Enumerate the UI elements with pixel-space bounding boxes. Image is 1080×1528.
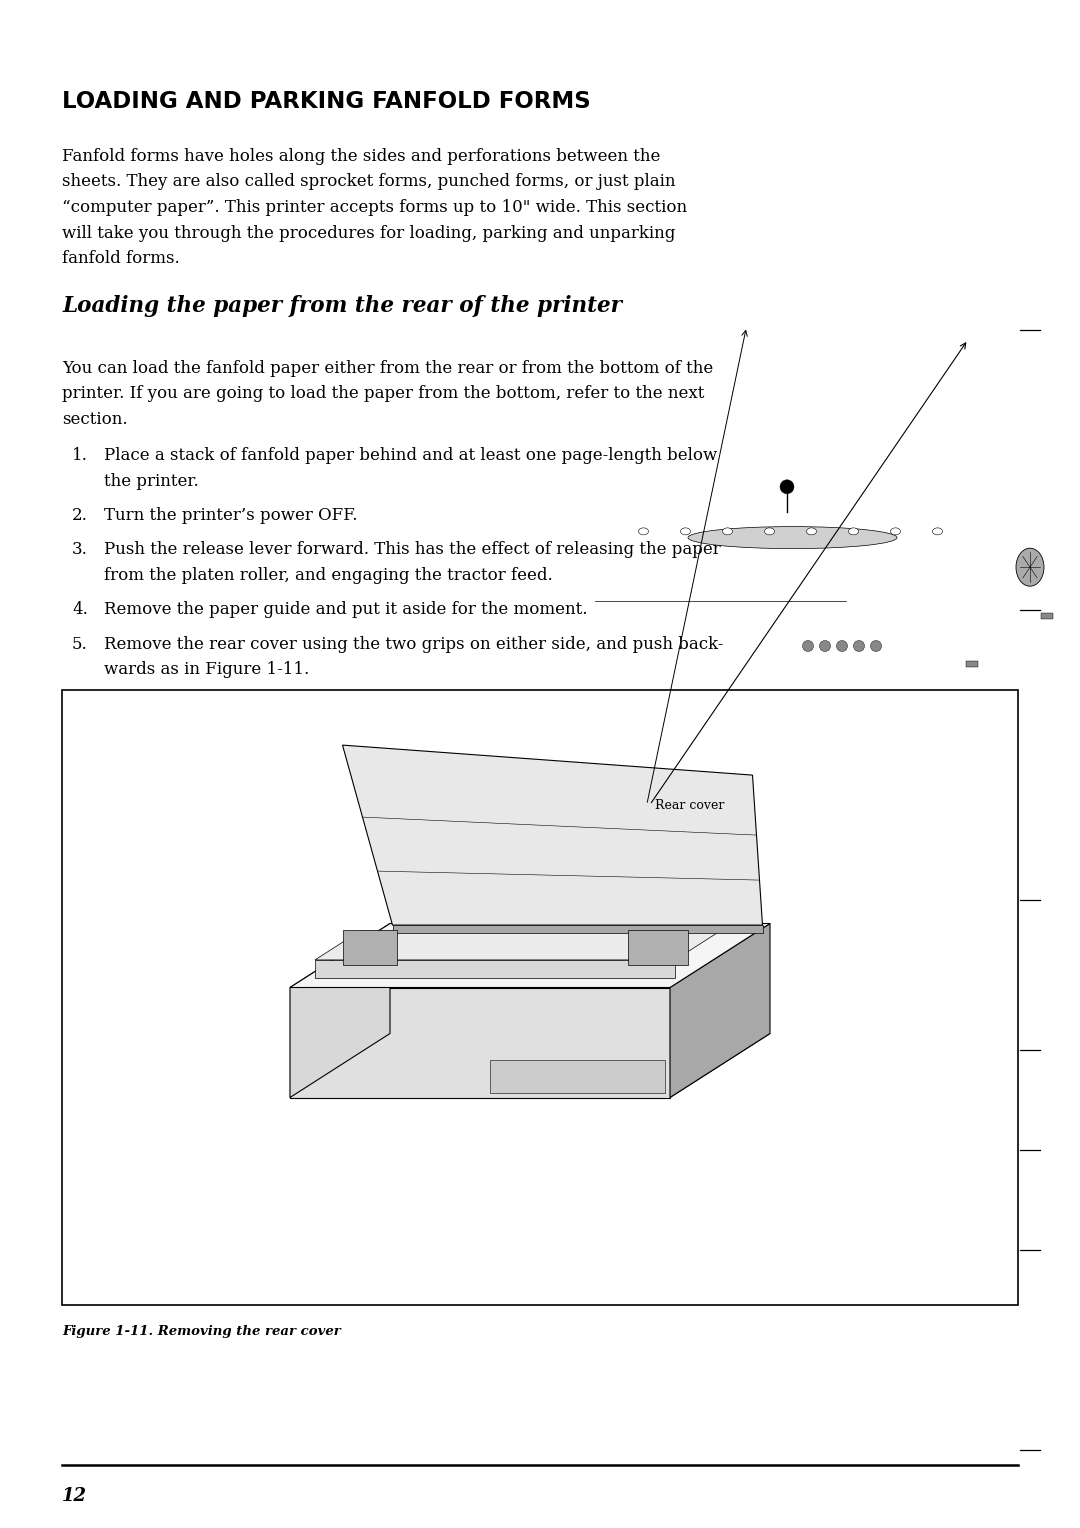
Circle shape bbox=[780, 480, 794, 494]
Text: Loading the paper from the rear of the printer: Loading the paper from the rear of the p… bbox=[62, 295, 622, 316]
Ellipse shape bbox=[1016, 549, 1044, 587]
Circle shape bbox=[802, 640, 813, 651]
Text: 4.: 4. bbox=[72, 602, 87, 619]
Text: Rear cover: Rear cover bbox=[654, 799, 724, 811]
Text: 5.: 5. bbox=[72, 636, 87, 652]
Ellipse shape bbox=[849, 527, 859, 535]
Ellipse shape bbox=[723, 527, 732, 535]
Text: from the platen roller, and engaging the tractor feed.: from the platen roller, and engaging the… bbox=[104, 567, 553, 584]
Text: printer. If you are going to load the paper from the bottom, refer to the next: printer. If you are going to load the pa… bbox=[62, 385, 704, 402]
Bar bbox=[966, 660, 978, 666]
Polygon shape bbox=[291, 987, 670, 1097]
Text: Fanfold forms have holes along the sides and perforations between the: Fanfold forms have holes along the sides… bbox=[62, 148, 660, 165]
Text: will take you through the procedures for loading, parking and unparking: will take you through the procedures for… bbox=[62, 225, 675, 241]
Polygon shape bbox=[315, 931, 720, 960]
Ellipse shape bbox=[688, 527, 897, 549]
Text: Figure 1-11. Removing the rear cover: Figure 1-11. Removing the rear cover bbox=[62, 1325, 341, 1339]
Ellipse shape bbox=[765, 527, 774, 535]
Text: LOADING AND PARKING FANFOLD FORMS: LOADING AND PARKING FANFOLD FORMS bbox=[62, 90, 591, 113]
Circle shape bbox=[870, 640, 881, 651]
Text: 12: 12 bbox=[62, 1487, 87, 1505]
Text: Turn the printer’s power OFF.: Turn the printer’s power OFF. bbox=[104, 507, 357, 524]
Polygon shape bbox=[291, 1033, 770, 1097]
Text: wards as in Figure 1-11.: wards as in Figure 1-11. bbox=[104, 662, 309, 678]
Text: Remove the rear cover using the two grips on either side, and push back-: Remove the rear cover using the two grip… bbox=[104, 636, 724, 652]
Polygon shape bbox=[392, 924, 762, 934]
Text: 2.: 2. bbox=[72, 507, 87, 524]
Text: the printer.: the printer. bbox=[104, 472, 199, 489]
Text: “computer paper”. This printer accepts forms up to 10" wide. This section: “computer paper”. This printer accepts f… bbox=[62, 199, 687, 215]
Text: Place a stack of fanfold paper behind and at least one page-length below: Place a stack of fanfold paper behind an… bbox=[104, 448, 717, 465]
Polygon shape bbox=[627, 929, 688, 964]
Circle shape bbox=[837, 640, 848, 651]
Text: 3.: 3. bbox=[72, 541, 87, 559]
Text: 1.: 1. bbox=[72, 448, 87, 465]
Circle shape bbox=[853, 640, 864, 651]
Text: You can load the fanfold paper either from the rear or from the bottom of the: You can load the fanfold paper either fr… bbox=[62, 361, 713, 377]
Ellipse shape bbox=[680, 527, 690, 535]
Ellipse shape bbox=[891, 527, 901, 535]
Text: Push the release lever forward. This has the effect of releasing the paper: Push the release lever forward. This has… bbox=[104, 541, 720, 559]
Polygon shape bbox=[291, 923, 390, 1097]
Text: fanfold forms.: fanfold forms. bbox=[62, 251, 179, 267]
Bar bbox=[1041, 613, 1053, 619]
Polygon shape bbox=[315, 960, 675, 978]
Text: section.: section. bbox=[62, 411, 127, 428]
Circle shape bbox=[820, 640, 831, 651]
Polygon shape bbox=[342, 746, 762, 924]
Text: Remove the paper guide and put it aside for the moment.: Remove the paper guide and put it aside … bbox=[104, 602, 588, 619]
Polygon shape bbox=[342, 929, 397, 964]
Ellipse shape bbox=[932, 527, 943, 535]
Polygon shape bbox=[291, 923, 770, 987]
Polygon shape bbox=[490, 1059, 665, 1093]
Ellipse shape bbox=[807, 527, 816, 535]
Bar bbox=[62, 691, 1018, 1305]
Text: sheets. They are also called sprocket forms, punched forms, or just plain: sheets. They are also called sprocket fo… bbox=[62, 174, 675, 191]
Polygon shape bbox=[670, 923, 770, 1097]
Ellipse shape bbox=[638, 527, 648, 535]
